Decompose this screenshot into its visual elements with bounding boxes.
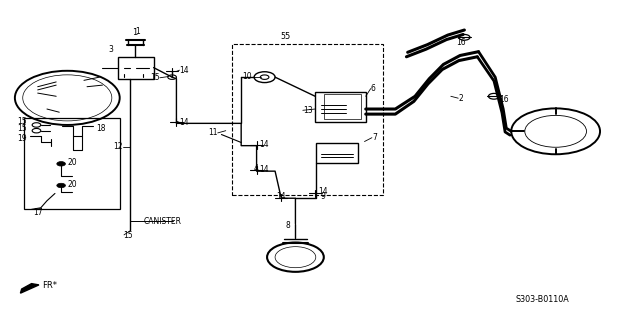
Text: 10: 10	[243, 72, 252, 81]
Text: 5: 5	[281, 32, 286, 41]
Text: 2: 2	[458, 94, 463, 103]
Bar	[24, 118, 120, 209]
Text: 17: 17	[33, 208, 43, 217]
Text: 7: 7	[372, 133, 377, 142]
Circle shape	[488, 93, 499, 99]
Text: 14: 14	[179, 118, 189, 127]
Text: 14: 14	[318, 188, 328, 196]
Text: 19: 19	[17, 134, 27, 143]
Text: 12: 12	[113, 142, 123, 151]
Text: 20: 20	[67, 158, 77, 167]
Polygon shape	[20, 284, 39, 293]
Text: 16: 16	[457, 38, 466, 47]
Text: 16: 16	[499, 95, 509, 104]
Text: 14: 14	[260, 140, 269, 148]
Text: CANISTER: CANISTER	[144, 217, 182, 226]
Text: 14: 14	[260, 165, 269, 174]
Text: 20: 20	[67, 180, 77, 189]
Bar	[118, 57, 154, 79]
Text: 15: 15	[17, 124, 27, 133]
Text: 6: 6	[371, 84, 376, 93]
Text: 1: 1	[135, 28, 140, 36]
Text: 5: 5	[284, 32, 289, 41]
Text: 15: 15	[123, 231, 132, 240]
Text: 18: 18	[96, 124, 106, 132]
Text: 14: 14	[276, 192, 286, 202]
Bar	[232, 44, 383, 195]
Circle shape	[57, 162, 66, 166]
Text: 8: 8	[286, 221, 290, 230]
Circle shape	[168, 75, 176, 79]
Circle shape	[459, 35, 470, 40]
Text: S303-B0110A: S303-B0110A	[515, 295, 569, 304]
Text: 3: 3	[108, 44, 113, 54]
Bar	[315, 92, 366, 122]
Bar	[324, 94, 362, 119]
Text: 1: 1	[132, 28, 138, 37]
Text: 13: 13	[303, 106, 313, 115]
Bar	[316, 143, 358, 163]
Circle shape	[57, 183, 66, 188]
Text: 11: 11	[208, 128, 218, 137]
Circle shape	[260, 75, 269, 79]
Text: FR*: FR*	[43, 281, 57, 290]
Text: 15: 15	[17, 117, 27, 126]
Text: 4: 4	[253, 164, 258, 173]
Text: 14: 14	[179, 66, 189, 75]
Text: 9: 9	[320, 192, 325, 201]
Text: 15: 15	[150, 73, 160, 82]
